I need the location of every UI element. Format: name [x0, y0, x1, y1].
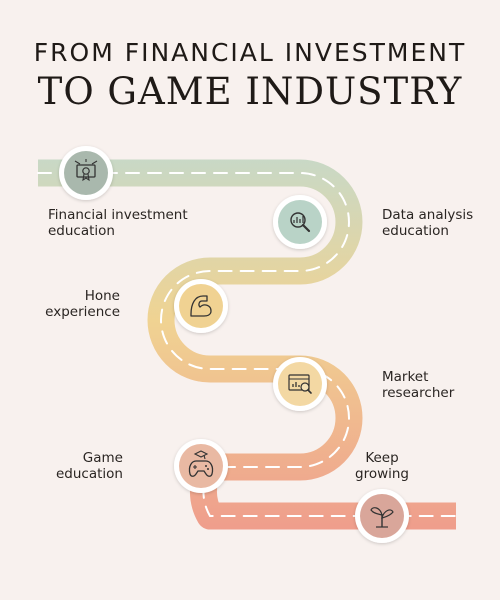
step-2-label: Data analysis education — [382, 207, 474, 239]
sprout-icon — [370, 507, 394, 528]
step-1-label: Financial investment education — [48, 207, 188, 239]
step-3-label: Hone experience — [45, 288, 120, 320]
step-1-marker — [59, 146, 113, 200]
step-2-marker — [273, 195, 327, 249]
step-6-marker — [355, 489, 409, 543]
step-5-marker — [174, 439, 228, 493]
data-analysis-icon — [290, 212, 311, 233]
market-chart-icon — [288, 374, 312, 394]
step-4-label: Market researcher — [382, 369, 455, 401]
title-line-2: TO GAME INDUSTRY — [37, 70, 463, 113]
gamepad-icon — [188, 450, 214, 477]
flexed-arm-icon — [190, 295, 212, 317]
title-line-1: FROM FINANCIAL INVESTMENT — [33, 38, 467, 67]
road-center-dashes — [37, 172, 457, 517]
step-6-label: Keep growing — [355, 450, 409, 482]
certificate-icon — [74, 159, 98, 182]
step-3-marker — [174, 279, 228, 333]
step-4-marker — [273, 357, 327, 411]
step-5-label: Game education — [56, 450, 123, 482]
